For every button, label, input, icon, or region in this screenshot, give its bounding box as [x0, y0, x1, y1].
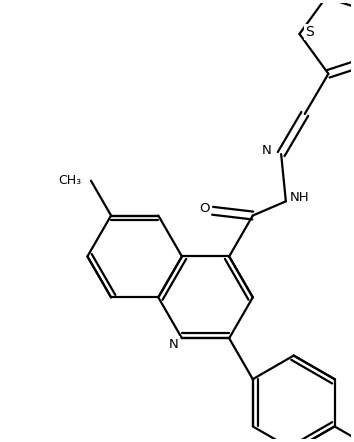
Text: S: S — [305, 25, 314, 39]
Text: N: N — [262, 144, 271, 156]
Text: O: O — [200, 202, 210, 215]
Text: CH₃: CH₃ — [58, 174, 81, 187]
Text: NH: NH — [290, 191, 309, 204]
Text: N: N — [169, 338, 179, 351]
